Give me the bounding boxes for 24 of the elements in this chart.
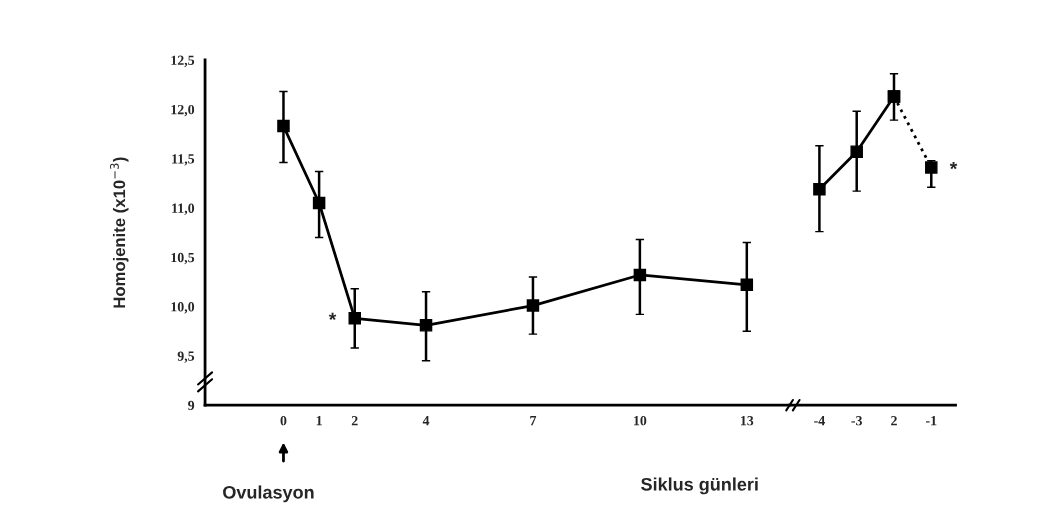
x-axis-title: Siklus günleri bbox=[641, 477, 758, 495]
y-tick-label: 9 bbox=[188, 400, 195, 411]
x-tick-label: 1 bbox=[316, 416, 322, 426]
x-tick-label: 10 bbox=[634, 415, 647, 426]
x-tick-label: 4 bbox=[422, 416, 430, 426]
y-tick-label: 12,0 bbox=[171, 104, 195, 117]
x-tick-label: 0 bbox=[280, 415, 287, 426]
y-tick-label: 10,0 bbox=[171, 302, 195, 314]
x-tick-label: -4 bbox=[814, 416, 825, 426]
y-tick-label: 11,5 bbox=[172, 154, 195, 166]
x-tick-label: -1 bbox=[926, 416, 937, 426]
x-tick-label: 2 bbox=[351, 416, 358, 426]
annotation: * bbox=[328, 312, 337, 321]
text: Ovulasyon bbox=[223, 485, 314, 503]
x-tick-label: 13 bbox=[740, 416, 754, 426]
y-tick-label: 11,0 bbox=[172, 203, 195, 215]
annotation: * bbox=[949, 161, 958, 170]
y-axis-title: Homojenite (x10$^{−3}$) bbox=[110, 157, 129, 308]
y-tick-label: 12,5 bbox=[171, 55, 195, 67]
x-tick-label: 7 bbox=[530, 416, 537, 426]
y-tick-label: 9,5 bbox=[177, 351, 195, 363]
x-tick-label: -3 bbox=[851, 416, 863, 426]
x-tick-label: 2 bbox=[891, 416, 897, 426]
y-tick-label: 10,5 bbox=[171, 252, 195, 265]
